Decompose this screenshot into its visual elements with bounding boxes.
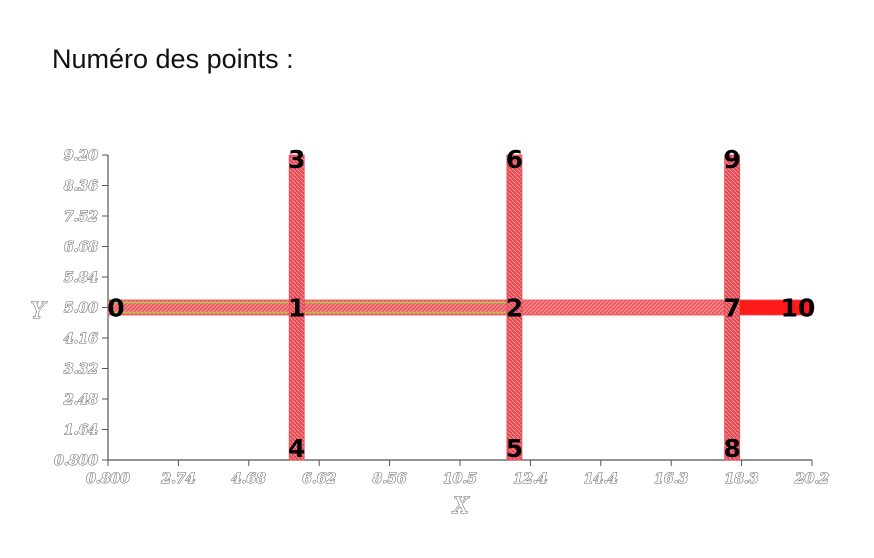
y-tick-label: 7.52 bbox=[64, 209, 98, 225]
y-tick-label: 4.16 bbox=[64, 331, 98, 347]
x-tick-label: 12.4 bbox=[513, 471, 547, 487]
pipe-segment bbox=[514, 299, 733, 316]
point-label: 10 bbox=[781, 294, 816, 323]
x-tick-label: 6.62 bbox=[302, 471, 336, 487]
pipe-segment bbox=[506, 154, 523, 461]
y-tick-label: 6.68 bbox=[64, 240, 98, 256]
x-tick-label: 14.4 bbox=[584, 471, 618, 487]
point-label: 7 bbox=[723, 294, 740, 323]
point-label: 2 bbox=[506, 294, 523, 323]
point-label: 6 bbox=[506, 145, 523, 174]
x-tick-label: 4.68 bbox=[232, 471, 266, 487]
y-tick-label: 5.84 bbox=[64, 270, 98, 286]
point-label: 1 bbox=[288, 294, 305, 323]
point-labels: 0 1 2 3 4 5 6 7 8 9 10 bbox=[107, 145, 815, 463]
y-tick-label: 3.32 bbox=[64, 362, 98, 378]
y-tick-label: 0.800 bbox=[54, 453, 98, 469]
x-tick-label: 18.3 bbox=[725, 471, 759, 487]
point-label: 3 bbox=[288, 145, 305, 174]
y-tick-label: 8.36 bbox=[64, 179, 98, 195]
x-tick-label: 2.74 bbox=[160, 471, 195, 487]
x-axis-label: X bbox=[451, 494, 470, 519]
x-tick-label: 16.3 bbox=[654, 471, 688, 487]
pipe-segment bbox=[288, 154, 305, 461]
y-axis-label: Y bbox=[31, 299, 48, 324]
point-label: 4 bbox=[288, 434, 305, 463]
y-tick-label: 9.20 bbox=[64, 148, 98, 164]
y-tick-label: 5.00 bbox=[64, 301, 98, 317]
point-label: 8 bbox=[723, 434, 740, 463]
y-tick-label: 2.48 bbox=[63, 392, 98, 408]
axis-titles: X Y bbox=[30, 298, 471, 519]
x-tick-label: 8.56 bbox=[373, 471, 407, 487]
x-tick-label: 10.5 bbox=[443, 471, 477, 487]
x-tick-label: 20.2 bbox=[794, 471, 829, 487]
page-title: Numéro des points : bbox=[52, 44, 294, 74]
x-tick-label: 0.800 bbox=[86, 471, 130, 487]
y-tick-label: 1.64 bbox=[64, 423, 98, 439]
point-label: 5 bbox=[506, 434, 523, 463]
point-label: 9 bbox=[723, 145, 740, 174]
point-label: 0 bbox=[107, 294, 124, 323]
pipe-segments bbox=[107, 154, 813, 461]
pipe-segment bbox=[724, 154, 741, 461]
axes: 0.800 2.74 4.68 6.62 8.56 10.5 12.4 14.4 16.3 18.… bbox=[54, 147, 830, 487]
